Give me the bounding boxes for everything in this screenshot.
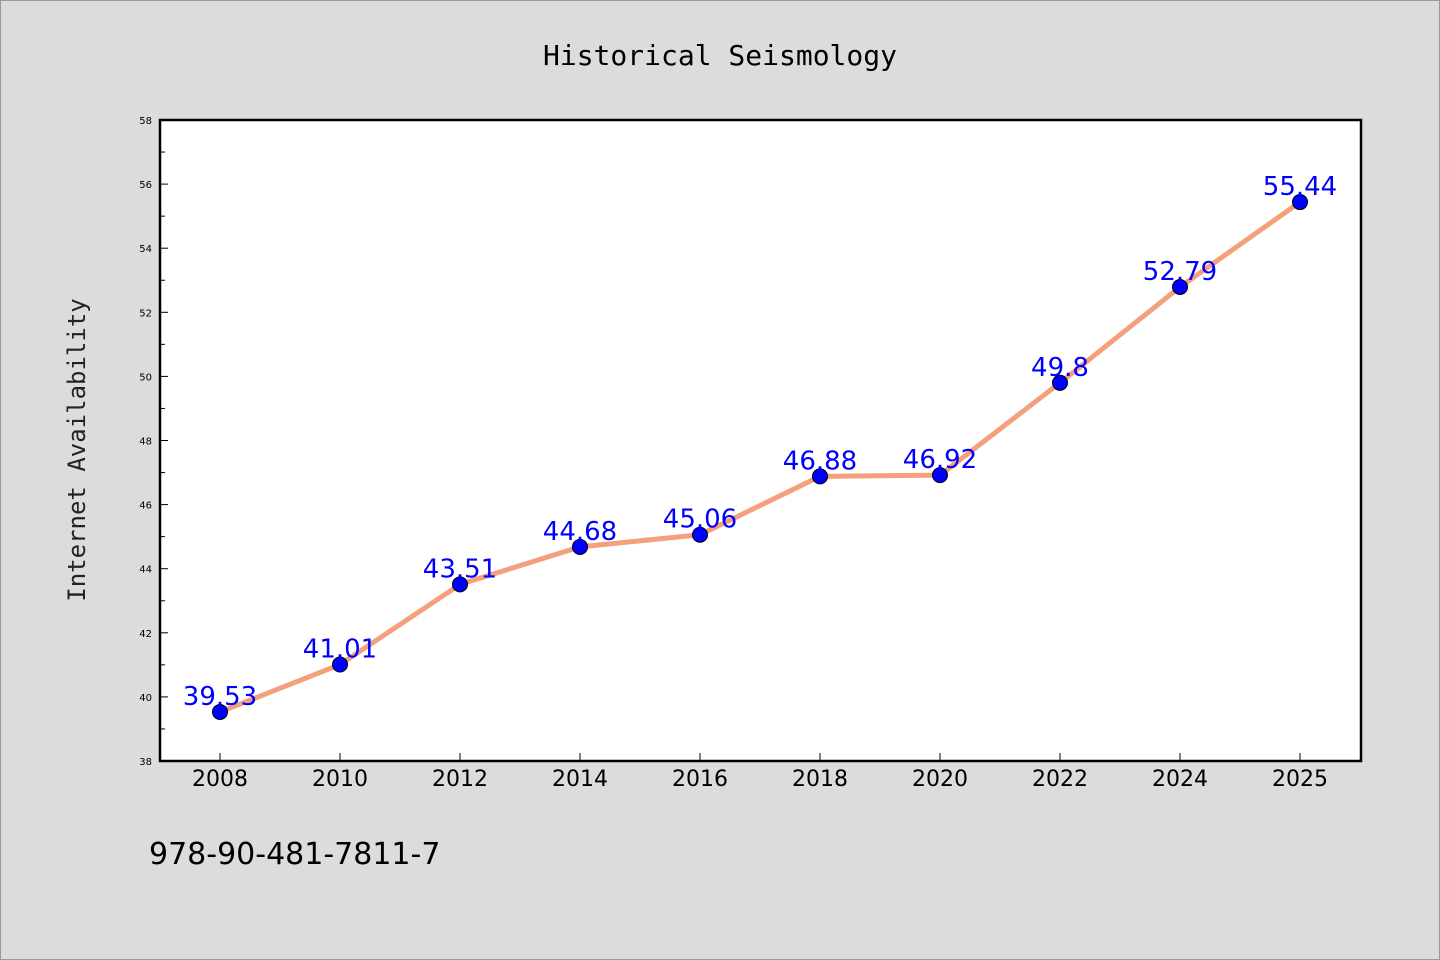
data-point-marker — [332, 656, 348, 673]
y-tick-label: 54 — [139, 244, 152, 255]
x-tick-label: 2018 — [792, 767, 848, 792]
data-label: 43.51 — [423, 554, 497, 584]
x-tick-label: 2022 — [1032, 767, 1088, 792]
x-axis: 2008 2010 2012 2014 2016 2018 2020 2022 2024 2025 — [192, 753, 1328, 792]
series-layer: 39.53 41.01 43.51 44.68 45.06 46.88 46.92 49.8 5… — [183, 172, 1337, 720]
y-tick-label: 48 — [139, 437, 152, 448]
x-tick-label: 2025 — [1272, 767, 1328, 792]
data-point-marker — [212, 703, 228, 720]
plot-area — [158, 118, 1363, 763]
data-point-marker — [452, 576, 468, 593]
chart-title: Historical Seismology — [543, 39, 897, 72]
x-tick-label: 2008 — [192, 767, 248, 792]
data-point-marker — [812, 468, 828, 485]
data-point-marker — [572, 538, 588, 555]
data-point-marker — [692, 526, 708, 543]
data-label: 46.88 — [783, 446, 857, 476]
series-line — [217, 199, 1303, 715]
data-point-marker — [1292, 194, 1308, 211]
data-point-marker — [1052, 374, 1068, 391]
y-tick-label: 40 — [139, 693, 152, 704]
y-tick-label: 58 — [139, 116, 152, 127]
x-tick-label: 2012 — [432, 767, 488, 792]
data-label: 52.79 — [1143, 257, 1217, 287]
isbn-footer: 978-90-481-7811-7 — [149, 837, 440, 872]
data-label: 49.8 — [1031, 353, 1089, 383]
x-tick-label: 2016 — [672, 767, 728, 792]
y-tick-label: 52 — [139, 308, 152, 319]
data-label: 55.44 — [1263, 172, 1337, 202]
y-tick-label: 42 — [139, 629, 152, 640]
data-label: 46.92 — [903, 445, 977, 475]
data-label: 41.01 — [303, 635, 377, 665]
y-tick-label: 56 — [139, 180, 152, 191]
y-tick-label: 50 — [139, 372, 152, 383]
x-tick-label: 2020 — [912, 767, 968, 792]
data-point-marker — [932, 467, 948, 484]
x-tick-label: 2024 — [1152, 767, 1208, 792]
y-tick-label: 44 — [139, 565, 152, 576]
data-point-marker — [1172, 278, 1188, 295]
y-tick-label: 46 — [139, 501, 152, 512]
data-label: 45.06 — [663, 505, 737, 535]
data-label: 39.53 — [183, 682, 257, 712]
x-tick-label: 2014 — [552, 767, 608, 792]
y-axis: 38 40 42 44 46 48 50 52 54 56 58 — [139, 116, 168, 768]
data-label: 44.68 — [543, 517, 617, 547]
y-axis-label: Internet Availability — [63, 298, 91, 601]
y-tick-label: 38 — [139, 757, 152, 768]
x-tick-label: 2010 — [312, 767, 368, 792]
